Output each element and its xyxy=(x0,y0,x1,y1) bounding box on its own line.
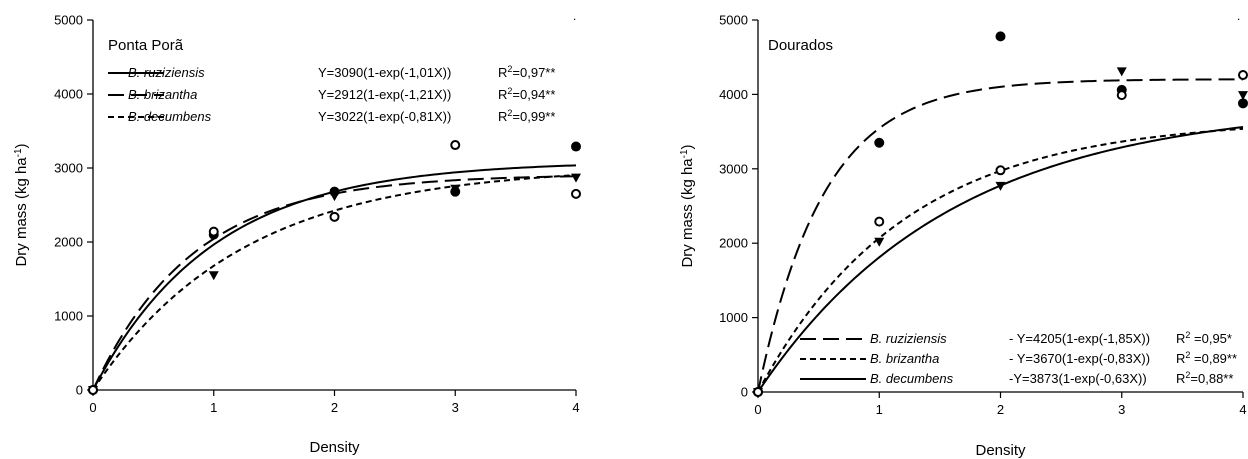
fit-curve-b-ruziziensis xyxy=(758,79,1243,392)
x-tick-label: 3 xyxy=(1118,402,1125,417)
data-point-b-decumbens xyxy=(1239,71,1247,79)
chart-panel-dourados: 0 1000 2000 3000 4000 5000 0 1 2 3 4 Density Dry mas… xyxy=(679,13,1248,459)
x-tick-label: 2 xyxy=(997,402,1004,417)
x-tick-label: 4 xyxy=(572,400,579,415)
data-point-b-ruziziensis xyxy=(572,142,581,151)
y-tick-label: 5000 xyxy=(54,13,83,28)
stray-dot-mark-1: . xyxy=(573,9,576,23)
legend-r-squared: R2=0,88** xyxy=(1176,370,1233,386)
y-tick-label: 1000 xyxy=(719,310,748,325)
data-point-b-ruziziensis xyxy=(996,32,1005,41)
y-tick-label: 1000 xyxy=(54,309,83,324)
legend-r-squared: R2 =0,89** xyxy=(1176,350,1237,366)
y-tick-label: 0 xyxy=(741,385,748,400)
legend-r-squared: R2=0,99** xyxy=(498,108,555,124)
y-axis-title: Dry mass (kg ha-1) xyxy=(13,143,31,266)
y-axis-title: Dry mass (kg ha-1) xyxy=(679,144,697,267)
legend-r-squared: R2=0,97** xyxy=(498,64,555,80)
data-point-b-brizantha xyxy=(1117,67,1127,76)
data-point-b-decumbens xyxy=(754,388,762,396)
data-point-b-decumbens xyxy=(1118,91,1126,99)
x-tick-label: 2 xyxy=(331,400,338,415)
chart-panel-ponta-pora: 0 1000 2000 3000 4000 5000 0 1 2 3 4 Density Dry mas… xyxy=(13,13,582,457)
data-point-b-brizantha xyxy=(1238,91,1248,100)
stray-dot-mark-2: . xyxy=(1237,9,1240,23)
panel-title: Dourados xyxy=(768,37,833,54)
y-tick-label: 0 xyxy=(76,383,83,398)
y-tick-label: 4000 xyxy=(719,87,748,102)
legend-equation: Y=2912(1-exp(-1,21X)) xyxy=(318,87,451,102)
y-tick-label: 3000 xyxy=(719,161,748,176)
legend-equation: - Y=4205(1-exp(-1,85X)) xyxy=(1009,331,1150,346)
x-tick-label: 4 xyxy=(1239,402,1246,417)
legend-series-name: B. decumbens xyxy=(128,109,212,124)
data-point-b-decumbens xyxy=(997,166,1005,174)
legend-series-name: B. brizantha xyxy=(870,351,939,366)
data-point-b-decumbens xyxy=(331,213,339,221)
panel-title: Ponta Porã xyxy=(108,37,184,54)
legend-series-name: B. ruziziensis xyxy=(128,65,205,80)
legend-equation: Y=3090(1-exp(-1,01X)) xyxy=(318,65,451,80)
x-tick-label: 1 xyxy=(876,402,883,417)
y-tick-label: 4000 xyxy=(54,87,83,102)
data-point-b-brizantha xyxy=(209,271,219,280)
x-tick-label: 3 xyxy=(452,400,459,415)
data-point-b-ruziziensis xyxy=(875,138,884,147)
y-tick-label: 2000 xyxy=(54,235,83,250)
data-point-b-decumbens xyxy=(572,190,580,198)
x-axis-title: Density xyxy=(975,442,1026,459)
legend-equation: Y=3022(1-exp(-0,81X)) xyxy=(318,109,451,124)
y-tick-label: 5000 xyxy=(719,13,748,28)
x-tick-label: 0 xyxy=(754,402,761,417)
legend-r-squared: R2=0,94** xyxy=(498,86,555,102)
data-point-b-decumbens xyxy=(210,228,218,236)
data-point-b-ruziziensis xyxy=(1239,99,1248,108)
legend-r-squared: R2 =0,95* xyxy=(1176,330,1232,346)
fit-curve-b-brizantha xyxy=(93,176,576,390)
data-point-b-brizantha xyxy=(571,174,581,183)
data-point-b-decumbens xyxy=(89,386,97,394)
fit-curve-b-decumbens xyxy=(93,175,576,390)
y-tick-label: 2000 xyxy=(719,236,748,251)
data-point-b-brizantha xyxy=(330,192,340,201)
data-point-b-decumbens xyxy=(451,141,459,149)
legend-series-name: B. ruziziensis xyxy=(870,331,947,346)
data-point-b-decumbens xyxy=(875,218,883,226)
legend-equation: -Y=3873(1-exp(-0,63X)) xyxy=(1009,371,1147,386)
x-tick-label: 0 xyxy=(89,400,96,415)
legend-series-name: B. decumbens xyxy=(870,371,954,386)
x-tick-label: 1 xyxy=(210,400,217,415)
legend-equation: - Y=3670(1-exp(-0,83X)) xyxy=(1009,351,1150,366)
y-tick-label: 3000 xyxy=(54,161,83,176)
x-axis-title: Density xyxy=(309,439,360,456)
legend-series-name: B. brizantha xyxy=(128,87,197,102)
